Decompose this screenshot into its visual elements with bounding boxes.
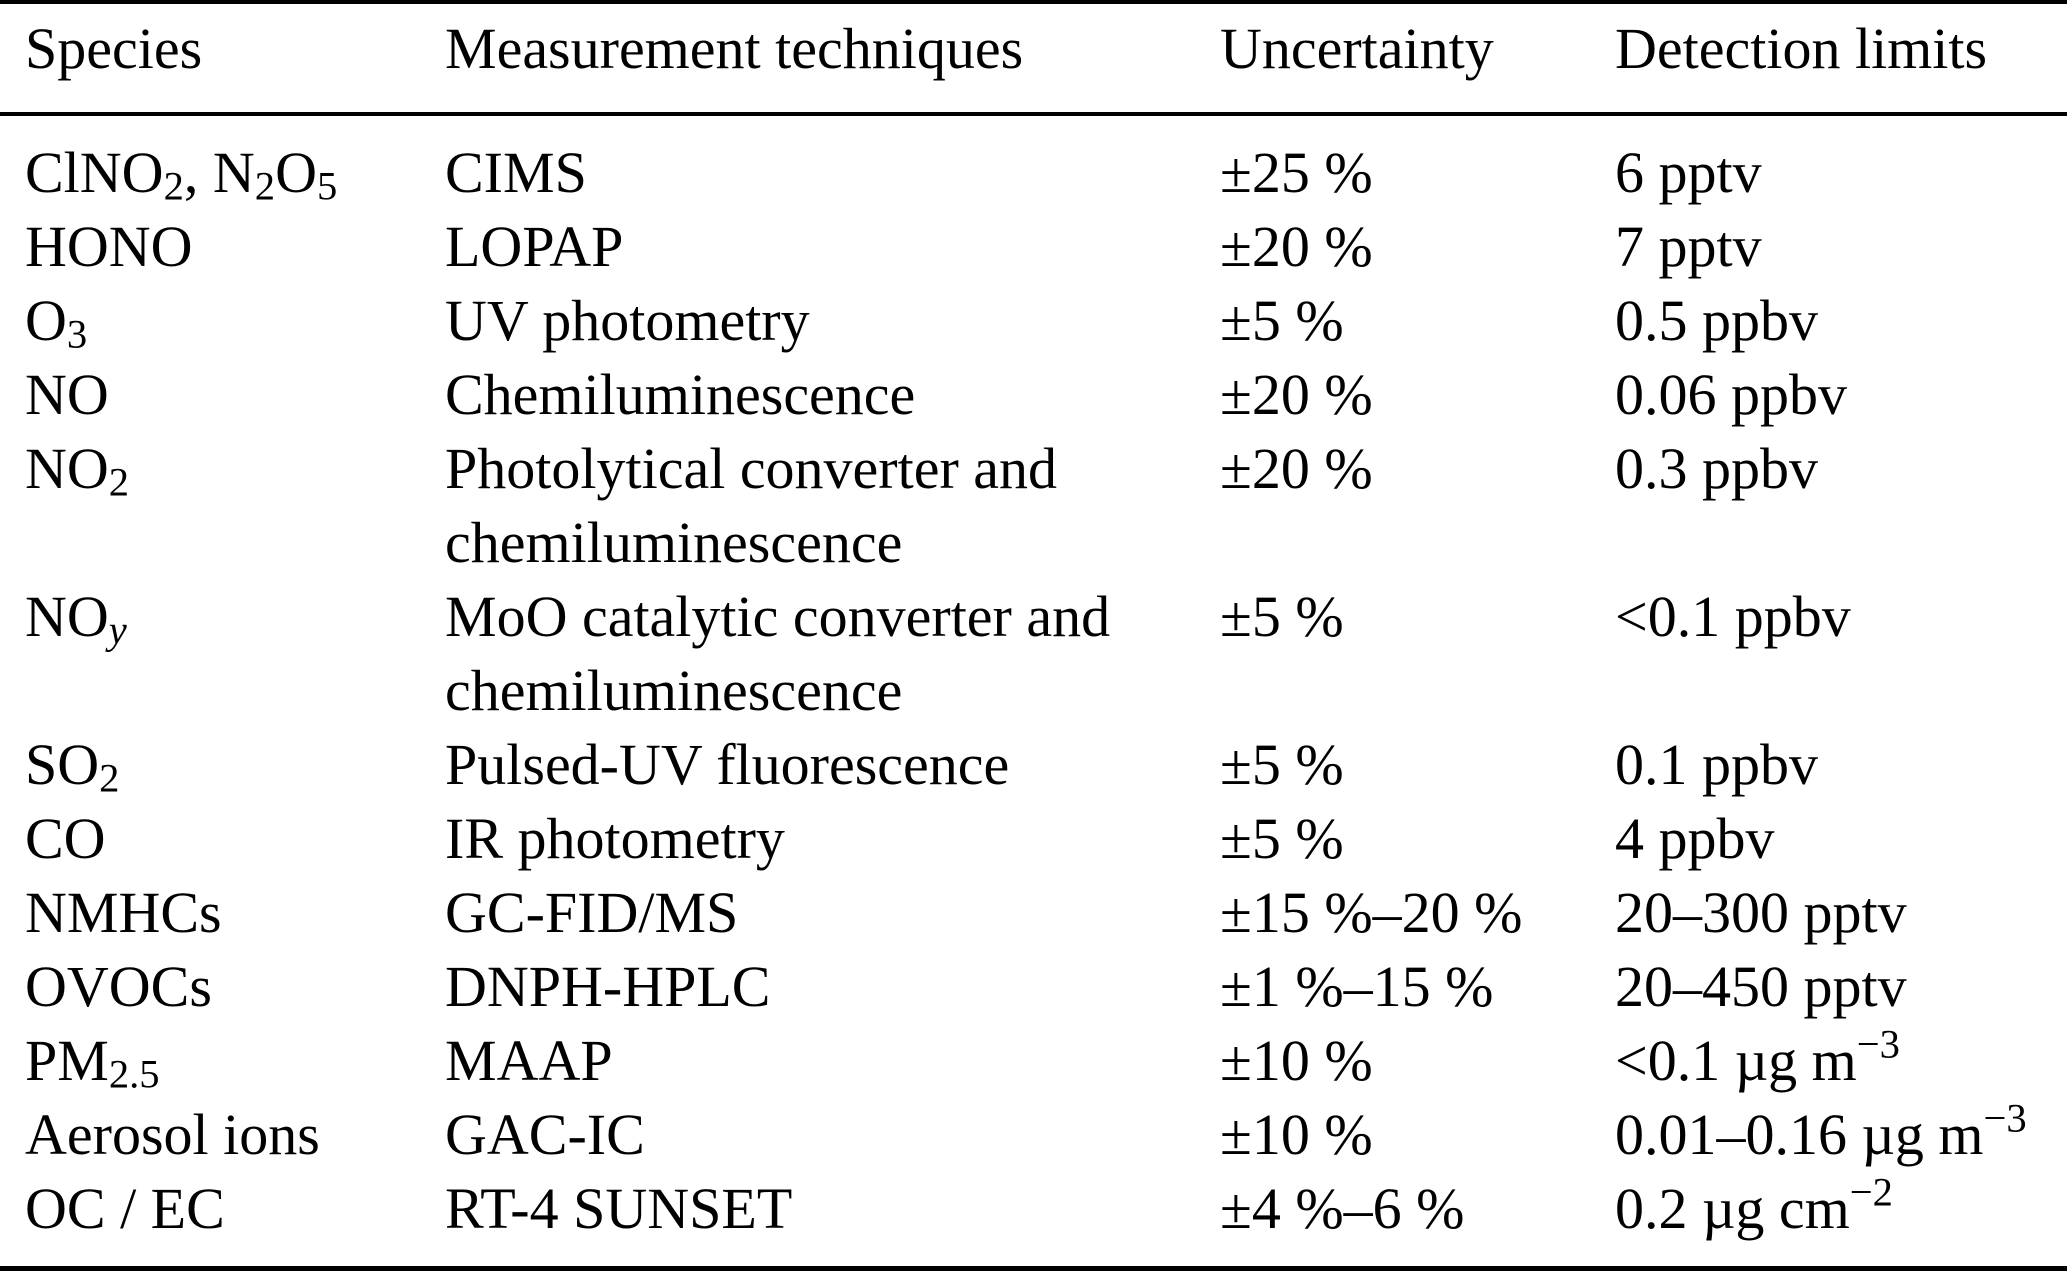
species-cell: NOy <box>25 584 127 653</box>
technique-cell: UV photometry <box>445 284 1220 358</box>
technique-cell: GC-FID/MS <box>445 876 1220 950</box>
technique-cell: GAC-IC <box>445 1098 1220 1172</box>
technique-cell: Pulsed-UV fluorescence <box>445 728 1220 802</box>
table-top-rule <box>0 0 2067 4</box>
technique-line: Pulsed-UV fluorescence <box>445 732 1010 797</box>
detection-limit-cell: 20–450 pptv <box>1615 954 1907 1019</box>
table-header-row: Species Measurement techniques Uncertain… <box>0 4 2067 112</box>
species-cell: NO2 <box>25 436 130 505</box>
uncertainty-cell: ±10 % <box>1220 1028 1373 1093</box>
species-cell: Aerosol ions <box>25 1102 320 1167</box>
technique-cell: Photolytical converter and chemiluminesce… <box>445 432 1220 580</box>
column-header-detection-limits: Detection limits <box>1615 16 1988 81</box>
uncertainty-cell: ±4 %–6 % <box>1220 1176 1465 1241</box>
technique-line: DNPH-HPLC <box>445 954 771 1019</box>
technique-line: Chemiluminescence <box>445 362 916 427</box>
species-cell: NMHCs <box>25 880 222 945</box>
uncertainty-cell: ±20 % <box>1220 436 1373 501</box>
technique-line: MAAP <box>445 1028 613 1093</box>
technique-cell: Chemiluminescence <box>445 358 1220 432</box>
species-cell: O3 <box>25 288 88 357</box>
detection-limit-cell: 20–300 pptv <box>1615 880 1907 945</box>
species-cell: SO2 <box>25 732 120 801</box>
technique-line: CIMS <box>445 140 587 205</box>
uncertainty-cell: ±5 % <box>1220 584 1344 649</box>
uncertainty-cell: ±20 % <box>1220 362 1373 427</box>
uncertainty-cell: ±5 % <box>1220 806 1344 871</box>
table-body: ClNO2, N2O5 CIMS ±25 % 6 pptv HONO LOPAP ±20 %… <box>0 116 2067 1266</box>
technique-line: IR photometry <box>445 806 785 871</box>
detection-limit-cell: 0.06 ppbv <box>1615 362 1847 427</box>
column-header-measurement-techniques: Measurement techniques <box>445 16 1024 81</box>
uncertainty-cell: ±5 % <box>1220 288 1344 353</box>
uncertainty-cell: ±1 %–15 % <box>1220 954 1494 1019</box>
detection-limit-cell: <0.1 ppbv <box>1615 584 1851 649</box>
detection-limit-cell: <0.1 µg m−3 <box>1615 1021 1900 1093</box>
technique-line: LOPAP <box>445 214 624 279</box>
table-bottom-rule <box>0 1266 2067 1271</box>
technique-cell: RT-4 SUNSET <box>445 1172 1220 1246</box>
species-cell: CO <box>25 806 106 871</box>
detection-limit-cell: 4 ppbv <box>1615 806 1775 871</box>
technique-cell: IR photometry <box>445 802 1220 876</box>
technique-line: Photolytical converter and <box>445 436 1058 501</box>
technique-line: chemiluminescence <box>445 510 903 575</box>
technique-cell: MAAP <box>445 1024 1220 1098</box>
technique-cell: CIMS <box>445 136 1220 210</box>
species-cell: PM2.5 <box>25 1028 160 1097</box>
technique-line: UV photometry <box>445 288 810 353</box>
header-separator-rule <box>0 112 2067 116</box>
technique-cell: MoO catalytic converter and chemiluminesc… <box>445 580 1220 728</box>
uncertainty-cell: ±20 % <box>1220 214 1373 279</box>
detection-limit-cell: 7 pptv <box>1615 214 1762 279</box>
detection-limit-cell: 0.5 ppbv <box>1615 288 1818 353</box>
detection-limit-cell: 6 pptv <box>1615 140 1762 205</box>
technique-line: GC-FID/MS <box>445 880 739 945</box>
technique-line: chemiluminescence <box>445 658 903 723</box>
detection-limit-cell: 0.2 µg cm−2 <box>1615 1169 1893 1241</box>
column-header-uncertainty: Uncertainty <box>1220 16 1494 81</box>
uncertainty-cell: ±10 % <box>1220 1102 1373 1167</box>
column-header-species: Species <box>25 16 203 81</box>
technique-line: GAC-IC <box>445 1102 645 1167</box>
detection-limit-cell: 0.3 ppbv <box>1615 436 1818 501</box>
uncertainty-cell: ±5 % <box>1220 732 1344 797</box>
technique-cell: DNPH-HPLC <box>445 950 1220 1024</box>
species-cell: HONO <box>25 214 193 279</box>
uncertainty-cell: ±15 %–20 % <box>1220 880 1523 945</box>
detection-limit-cell: 0.1 ppbv <box>1615 732 1818 797</box>
species-cell: ClNO2, N2O5 <box>25 140 338 209</box>
technique-line: RT-4 SUNSET <box>445 1176 793 1241</box>
species-cell: NO <box>25 362 109 427</box>
species-cell: OC / EC <box>25 1176 225 1241</box>
detection-limit-cell: 0.01–0.16 µg m−3 <box>1615 1095 2027 1167</box>
species-cell: OVOCs <box>25 954 212 1019</box>
uncertainty-cell: ±25 % <box>1220 140 1373 205</box>
technique-line: MoO catalytic converter and <box>445 584 1111 649</box>
technique-cell: LOPAP <box>445 210 1220 284</box>
